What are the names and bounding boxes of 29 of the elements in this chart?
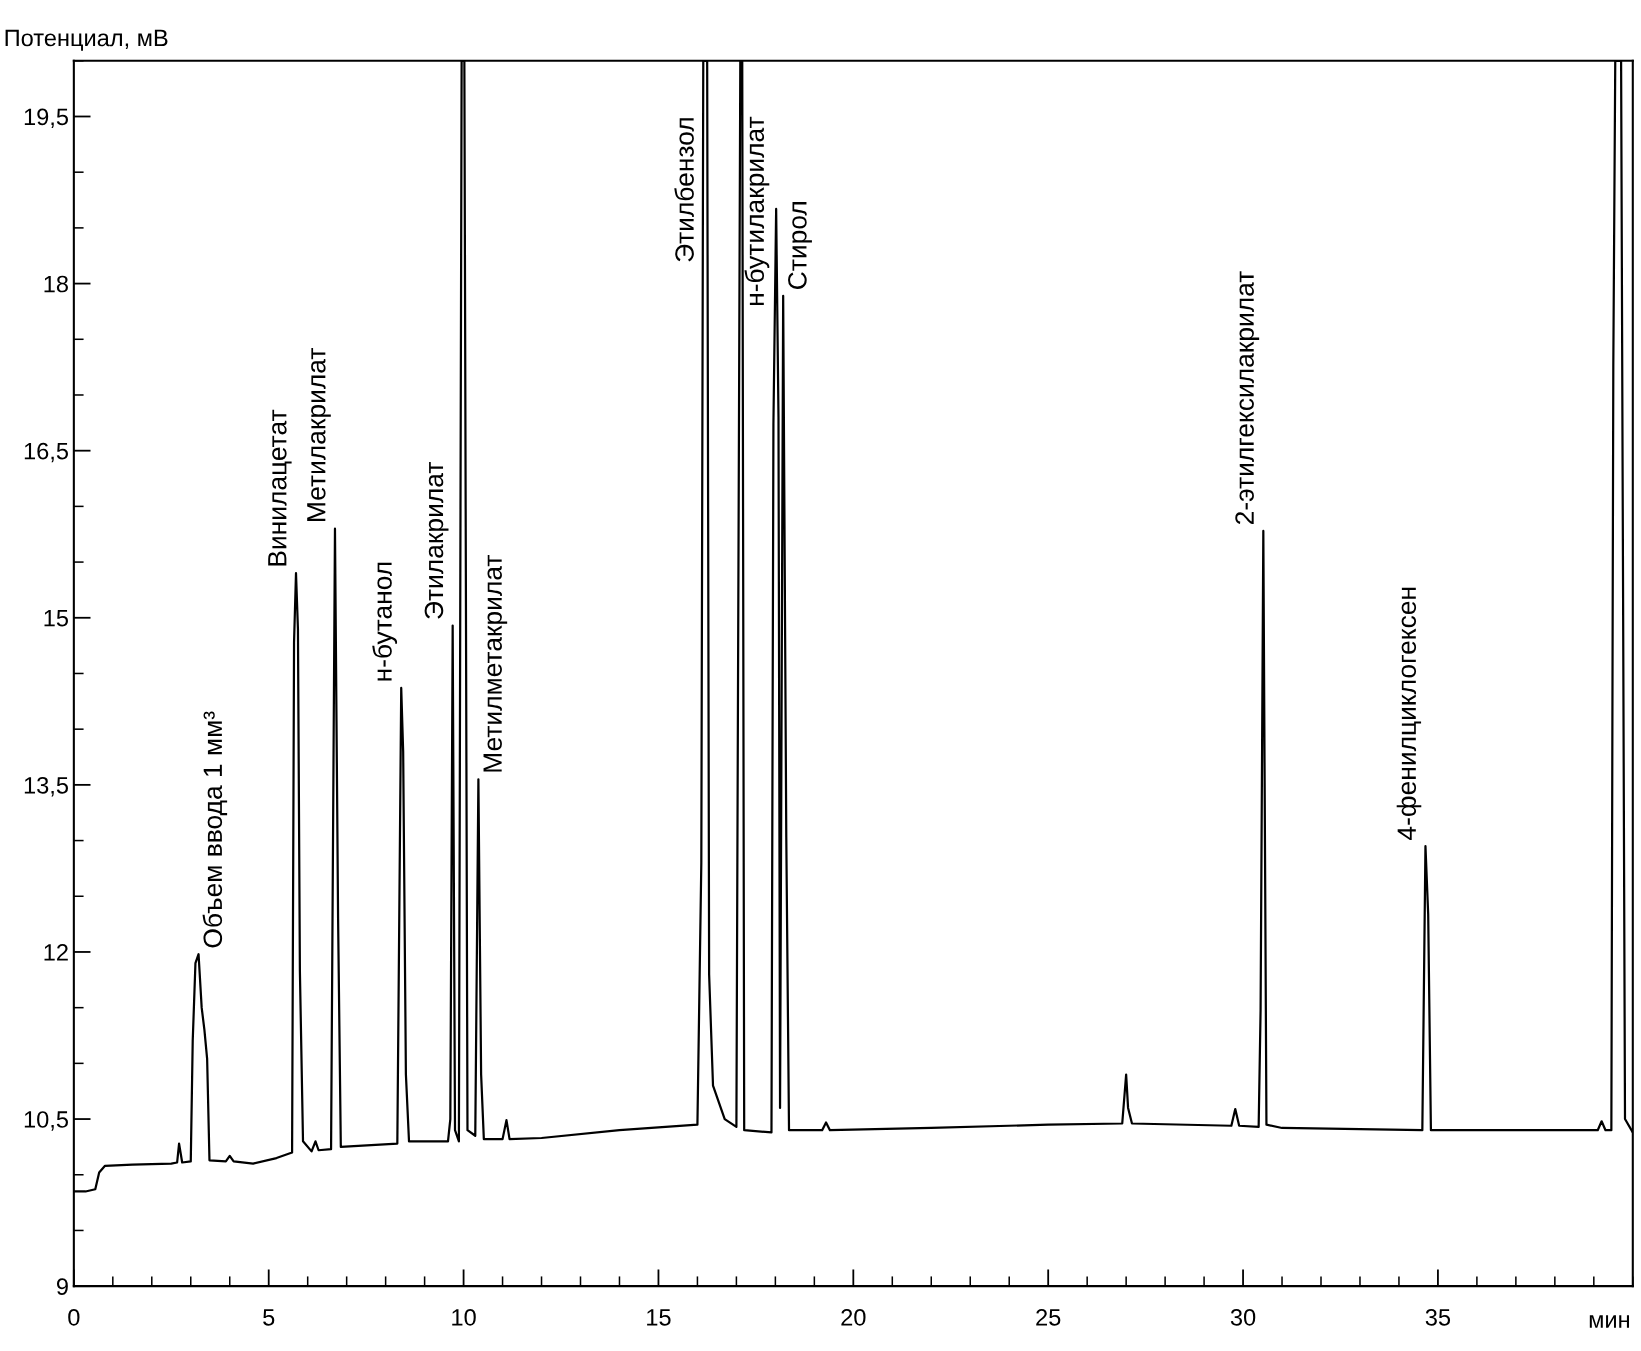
annotation: н-бутанол (372, 562, 398, 681)
y-tick-label: 13,5 (24, 776, 68, 797)
annotation: Стирол (788, 202, 812, 289)
x-tick-label: 30 (1230, 1309, 1256, 1326)
x-tick-label: 35 (1425, 1309, 1451, 1326)
x-tick-label: 15 (647, 1309, 671, 1326)
y-tick-label: 19,5 (24, 108, 68, 129)
annotation: Объем ввода 1 мм³ (202, 711, 228, 948)
y-tick-label: 16,5 (24, 442, 68, 463)
x-tick-label: 5 (263, 1309, 275, 1326)
y-tick-label: 15 (44, 610, 68, 627)
annotation: н-бутилакрилат (744, 116, 770, 306)
annotation: Винилацетат (268, 409, 292, 566)
y-tick-label: 10,5 (24, 1111, 68, 1131)
x-tick-label: 25 (1036, 1309, 1061, 1326)
annotation: Метилметакрилат (483, 554, 508, 772)
y-tick-label: 12 (44, 944, 68, 961)
annotation: 2-этилгексилакрилат (1235, 271, 1260, 524)
x-tick-label: 20 (841, 1309, 866, 1326)
y-tick-label: 18 (44, 275, 68, 293)
y-tick-label: 9 (56, 1278, 68, 1295)
annotation: Этилакрилат (424, 462, 449, 619)
x-axis-title: мин (1589, 1315, 1630, 1328)
x-tick-label: 0 (68, 1309, 80, 1326)
annotation: 4-фенилциклогексен (1396, 587, 1422, 840)
x-tick-label: 10 (452, 1309, 476, 1326)
annotation: Метилакрилат (307, 348, 331, 521)
y-axis-title: Потенциал, мВ (5, 29, 168, 51)
annotation: Этилбензол (674, 118, 694, 262)
